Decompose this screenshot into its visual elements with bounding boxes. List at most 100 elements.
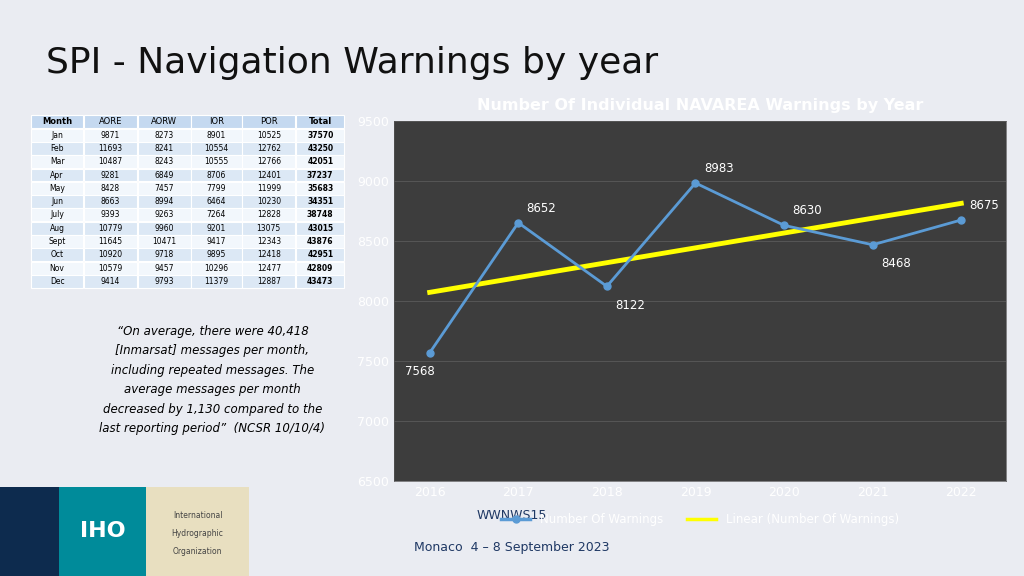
Text: 10579: 10579 [98, 264, 123, 272]
Bar [243, 195, 295, 208]
Bar [296, 142, 344, 155]
Bar [191, 128, 242, 142]
Text: POR: POR [260, 118, 278, 126]
Bar [84, 156, 137, 168]
Text: 9263: 9263 [155, 210, 174, 219]
Bar [191, 182, 242, 195]
Number Of Warnings [955, 217, 968, 223]
Number Of Warnings [601, 283, 613, 290]
Text: 11693: 11693 [98, 144, 123, 153]
Text: 12762: 12762 [257, 144, 281, 153]
Bar [243, 222, 295, 234]
Bar [84, 235, 137, 248]
Text: 37570: 37570 [307, 131, 334, 139]
Bar [31, 262, 83, 275]
Text: 10487: 10487 [98, 157, 123, 166]
Bar [137, 209, 190, 221]
Linear (Number Of Warnings) [525, 272, 538, 279]
Text: Dec: Dec [50, 277, 65, 286]
Text: 9718: 9718 [155, 250, 174, 259]
Text: 8428: 8428 [100, 184, 120, 193]
Bar [296, 182, 344, 195]
Bar [191, 262, 242, 275]
Number Of Warnings [424, 350, 436, 357]
Text: AORW: AORW [152, 118, 177, 126]
Bar [191, 248, 242, 262]
Bar [84, 209, 137, 221]
Text: 9457: 9457 [155, 264, 174, 272]
Text: 12887: 12887 [257, 277, 281, 286]
Text: Organization: Organization [173, 547, 222, 555]
Text: 10230: 10230 [257, 197, 281, 206]
Text: 12401: 12401 [257, 170, 281, 180]
Bar [296, 222, 344, 234]
Text: 8706: 8706 [207, 170, 226, 180]
Bar [137, 275, 190, 288]
Text: 9895: 9895 [207, 250, 226, 259]
Linear (Number Of Warnings) [912, 207, 925, 214]
Bar [191, 195, 242, 208]
Bar [31, 142, 83, 155]
Text: 7264: 7264 [207, 210, 226, 219]
Number Of Warnings [512, 219, 524, 226]
Text: 11999: 11999 [257, 184, 281, 193]
Bar [243, 209, 295, 221]
Text: 10779: 10779 [98, 223, 123, 233]
Text: Feb: Feb [50, 144, 63, 153]
Bar [31, 195, 83, 208]
Bar [137, 248, 190, 262]
Bar [84, 182, 137, 195]
Text: 38748: 38748 [307, 210, 334, 219]
Text: Aug: Aug [49, 223, 65, 233]
Text: Jun: Jun [51, 197, 63, 206]
Text: 10554: 10554 [205, 144, 228, 153]
Bar [243, 262, 295, 275]
Text: 43015: 43015 [307, 223, 334, 233]
Text: 10296: 10296 [205, 264, 228, 272]
Text: 8243: 8243 [155, 157, 174, 166]
Bar [31, 275, 83, 288]
Bar [31, 209, 83, 221]
Text: Monaco  4 – 8 September 2023: Monaco 4 – 8 September 2023 [415, 541, 609, 554]
Text: “On average, there were 40,418
[Inmarsat] messages per month,
including repeated: “On average, there were 40,418 [Inmarsat… [99, 325, 326, 435]
Text: 9281: 9281 [100, 170, 120, 180]
Text: 12477: 12477 [257, 264, 281, 272]
Linear (Number Of Warnings) [740, 236, 753, 242]
Bar [243, 142, 295, 155]
Number Of Warnings [778, 222, 791, 229]
Text: Mar: Mar [50, 157, 65, 166]
Bar [31, 248, 83, 262]
Bar [191, 156, 242, 168]
Text: 8468: 8468 [881, 257, 910, 270]
Text: 34351: 34351 [307, 197, 334, 206]
Bar [31, 235, 83, 248]
Bar [243, 169, 295, 181]
Text: 9414: 9414 [100, 277, 120, 286]
Bar [296, 235, 344, 248]
Bar [243, 235, 295, 248]
Bar [84, 169, 137, 181]
Bar [191, 235, 242, 248]
Bar [191, 222, 242, 234]
Bar [31, 156, 83, 168]
Bar [296, 169, 344, 181]
Bar [191, 209, 242, 221]
Bar [137, 262, 190, 275]
Bar [191, 275, 242, 288]
Bar [137, 128, 190, 142]
Text: 10555: 10555 [205, 157, 228, 166]
Bar [296, 128, 344, 142]
Text: 43250: 43250 [307, 144, 334, 153]
Text: 8983: 8983 [703, 162, 733, 175]
Text: 8901: 8901 [207, 131, 226, 139]
Bar [31, 182, 83, 195]
Text: 42809: 42809 [307, 264, 334, 272]
Text: 11379: 11379 [205, 277, 228, 286]
Linear (Number Of Warnings) [547, 268, 559, 275]
Text: 9871: 9871 [100, 131, 120, 139]
Bar [137, 235, 190, 248]
Text: Hydrographic: Hydrographic [172, 529, 223, 537]
Text: Sept: Sept [48, 237, 66, 246]
Text: SPI - Navigation Warnings by year: SPI - Navigation Warnings by year [46, 46, 658, 81]
Bar [146, 487, 249, 576]
